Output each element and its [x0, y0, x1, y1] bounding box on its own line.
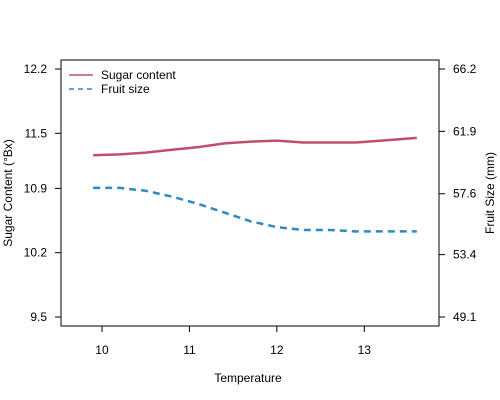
y-right-axis-title: Fruit Size (mm) [483, 152, 497, 234]
series-line-sugar-content [93, 136, 417, 157]
legend-label-fruit-size: Fruit size [101, 82, 150, 96]
y-left-tick-label: 10.9 [24, 181, 48, 195]
plot-frame [60, 59, 440, 327]
y-right-axis-ticks: 49.1 53.4 57.6 61.9 66.2 [439, 62, 477, 324]
y-right-tick-label: 57.6 [453, 187, 477, 201]
y-left-tick-label: 11.5 [25, 126, 48, 140]
legend: Sugar content Fruit size [69, 68, 176, 96]
y-left-tick-label: 9.5 [30, 310, 47, 324]
y-right-tick-label: 66.2 [453, 62, 477, 76]
x-tick-label: 12 [270, 343, 284, 357]
x-tick-label: 11 [183, 343, 196, 357]
y-left-axis-ticks: 9.5 10.2 10.9 11.5 12.2 [24, 62, 61, 324]
x-tick-label: 10 [95, 343, 109, 357]
x-axis-ticks: 10 11 12 13 [95, 326, 371, 357]
y-left-tick-label: 12.2 [24, 62, 48, 76]
y-right-tick-label: 49.1 [453, 310, 477, 324]
y-right-tick-label: 53.4 [453, 248, 477, 262]
series-line-fruit-size [93, 186, 417, 233]
y-left-axis-title: Sugar Content (°Bx) [1, 139, 15, 247]
x-tick-label: 13 [358, 343, 372, 357]
x-axis-title: Temperature [214, 371, 282, 385]
y-left-tick-label: 10.2 [24, 246, 48, 260]
y-right-tick-label: 61.9 [453, 124, 477, 138]
series-layer [93, 136, 417, 233]
legend-label-sugar-content: Sugar content [101, 68, 176, 82]
